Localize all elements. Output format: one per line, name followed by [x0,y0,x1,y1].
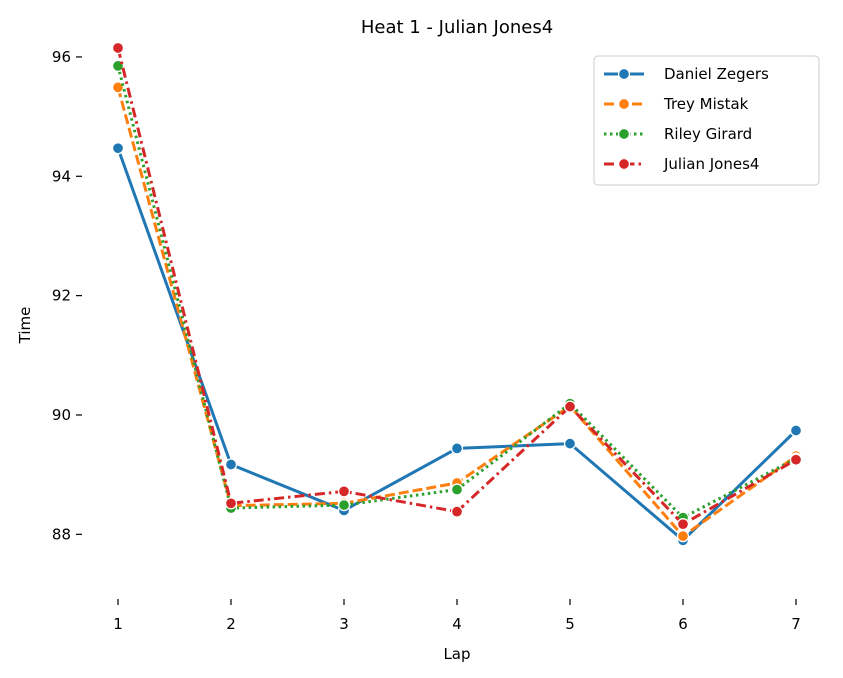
legend-label: Trey Mistak [663,95,749,113]
y-tick-label: 90 [52,406,71,424]
y-axis-label: Time [16,307,34,345]
legend-entry: Trey Mistak [604,95,749,113]
x-tick-label: 4 [452,615,462,633]
data-point [450,483,464,496]
data-point [789,424,803,437]
legend-marker [617,97,631,111]
data-point [563,437,577,450]
y-tick-label: 92 [52,287,71,305]
x-tick-label: 2 [226,615,236,633]
x-tick-label: 6 [678,615,688,633]
data-point [224,458,238,471]
legend-marker [617,127,631,141]
y-tick-label: 94 [52,167,71,185]
data-point [789,453,803,466]
data-point [111,142,125,155]
x-axis-label: Lap [443,645,470,663]
legend-entry: Julian Jones4 [604,155,759,173]
data-point [224,497,238,510]
x-tick-label: 1 [113,615,123,633]
series-julian-jones4 [111,41,803,531]
legend-marker [617,67,631,81]
data-point [676,518,690,531]
x-tick-label: 3 [339,615,349,633]
legend-entry: Riley Girard [604,125,752,143]
data-point [337,498,351,512]
data-point [563,400,577,413]
legend: Daniel Zegers Trey Mistak Riley Girard Juli… [593,55,820,186]
chart-title: Heat 1 - Julian Jones4 [361,17,553,38]
x-axis: 1 2 3 4 5 6 7 [113,599,801,633]
data-point [111,41,125,55]
y-tick-label: 88 [52,525,71,543]
legend-label: Riley Girard [664,125,752,143]
legend-marker [617,157,631,171]
data-point [111,81,125,94]
legend-box [593,55,820,186]
x-tick-label: 7 [791,615,801,633]
legend-entry: Daniel Zegers [604,65,769,83]
legend-label: Julian Jones4 [663,155,759,173]
series-layer [111,41,803,547]
x-tick-label: 5 [565,615,575,633]
data-point [450,442,464,455]
y-axis: 88 90 92 94 96 [52,48,82,543]
y-tick-label: 96 [52,48,71,66]
legend-label: Daniel Zegers [664,65,769,83]
data-point [337,485,351,498]
data-point [676,529,690,543]
data-point [450,505,464,518]
